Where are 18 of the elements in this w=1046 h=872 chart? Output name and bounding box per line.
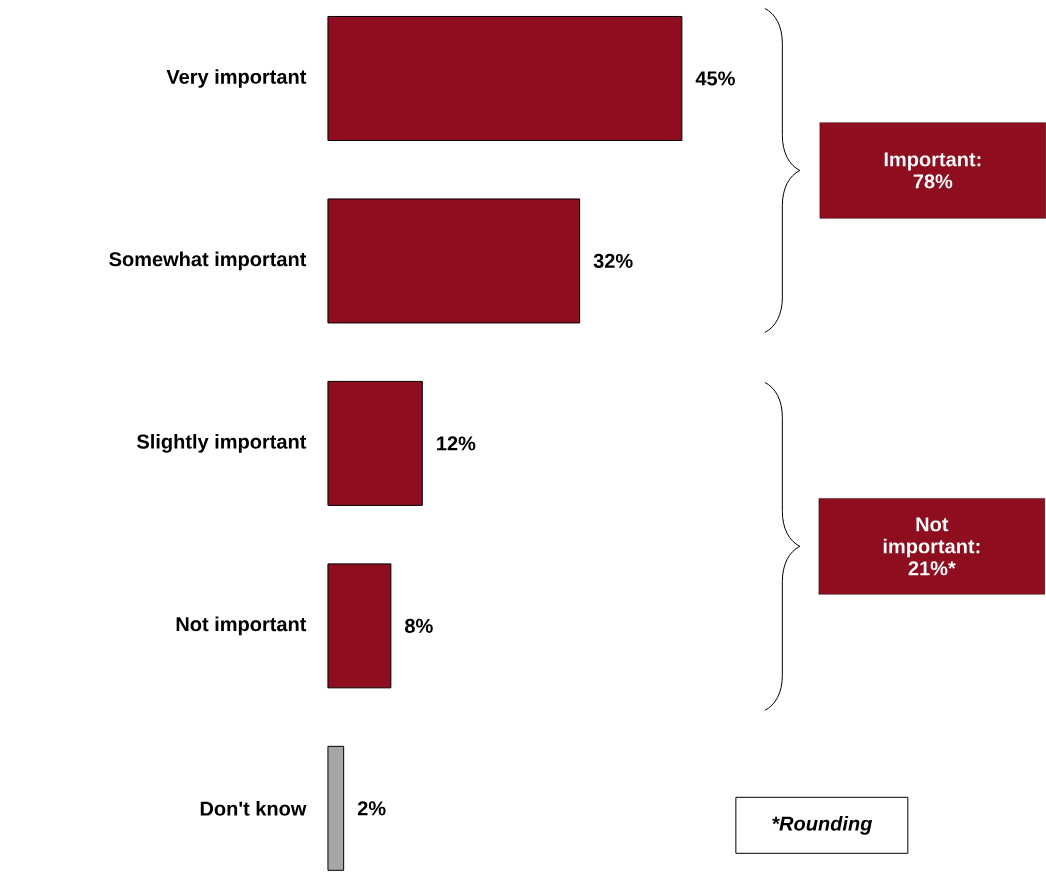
data-label: 12% bbox=[437, 436, 476, 451]
data-label: 45% bbox=[695, 71, 735, 86]
y-tick-label: Very important bbox=[166, 69, 307, 88]
data-label: 8% bbox=[405, 618, 433, 633]
data-label: 32% bbox=[593, 253, 633, 268]
y-tick-label: Somewhat important bbox=[109, 251, 307, 271]
bar bbox=[327, 563, 392, 689]
y-tick-label: Not important bbox=[176, 616, 307, 636]
y-tick-label: Don't know bbox=[200, 800, 307, 816]
text: Not important: 21%* bbox=[883, 517, 980, 576]
bar bbox=[327, 745, 345, 871]
bar bbox=[327, 198, 581, 324]
text: *Rounding bbox=[772, 815, 873, 835]
y-tick-label: Slightly important bbox=[137, 433, 307, 453]
bar bbox=[327, 380, 423, 506]
data-label: 2% bbox=[357, 801, 386, 816]
text: Important: 78% bbox=[884, 152, 981, 189]
bar bbox=[327, 15, 683, 141]
